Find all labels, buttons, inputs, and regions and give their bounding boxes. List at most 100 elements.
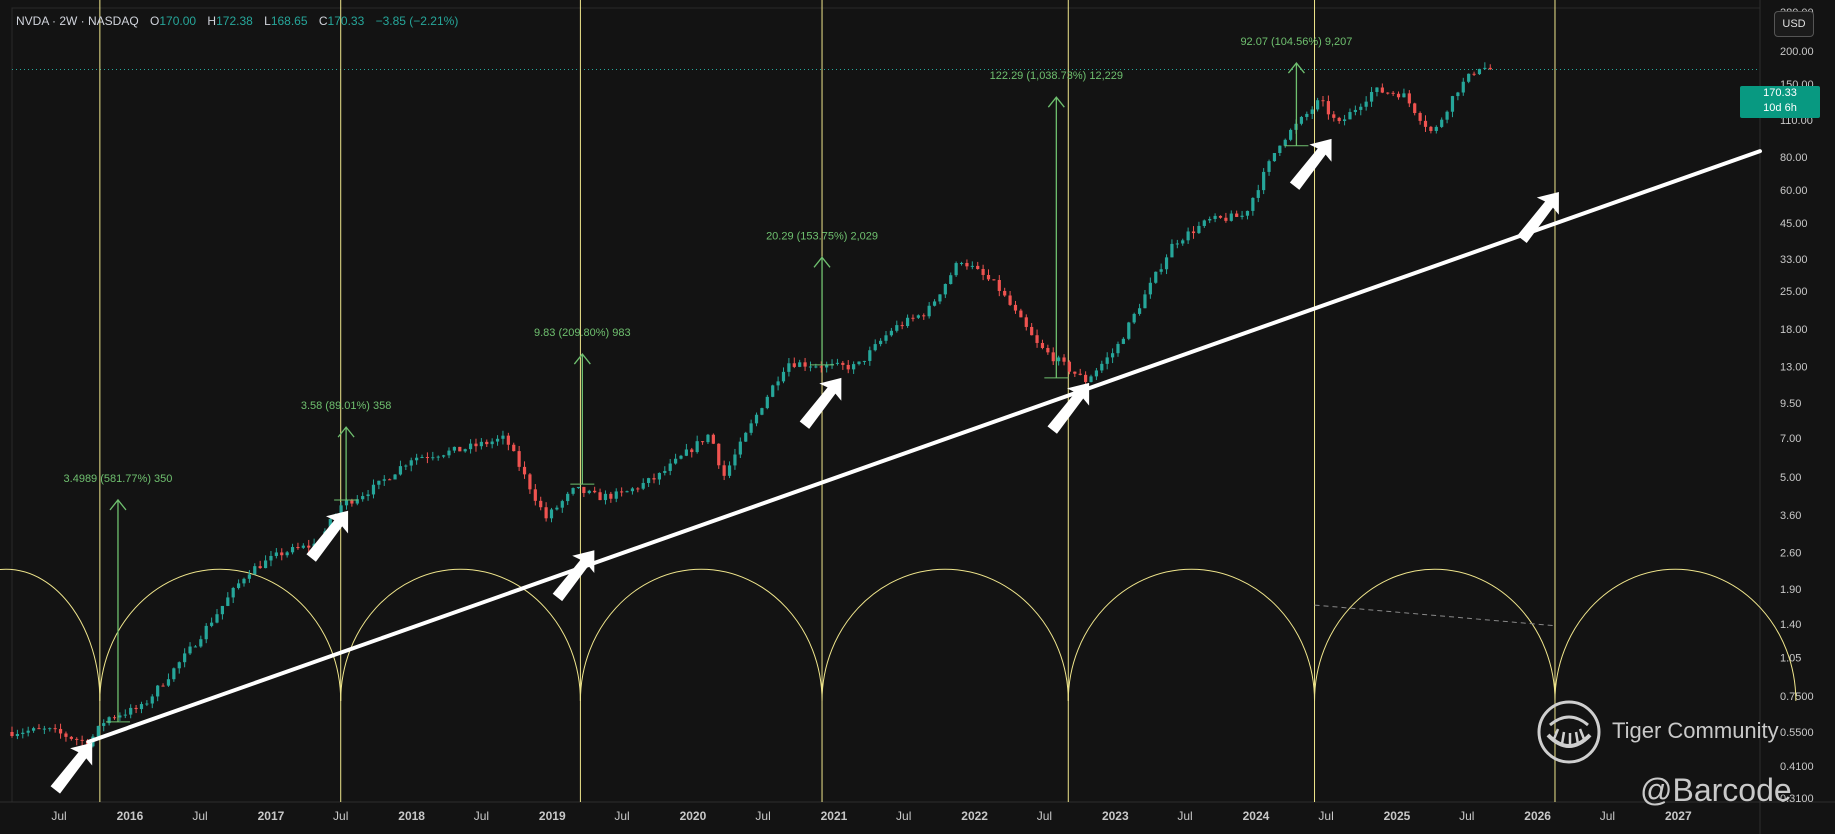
measure-arrowhead bbox=[109, 498, 127, 511]
candle-body bbox=[905, 317, 910, 327]
candle-body bbox=[1289, 129, 1293, 140]
last-price-tag: 170.33 10d 6h bbox=[1740, 86, 1820, 118]
x-tick-label: 2025 bbox=[1384, 809, 1411, 823]
candle-body bbox=[1057, 357, 1061, 362]
candle-body bbox=[582, 486, 586, 494]
x-tick-label: 2019 bbox=[539, 809, 566, 823]
pointer-arrow-shape bbox=[306, 510, 349, 562]
candle-body bbox=[1224, 217, 1228, 221]
y-tick-label: 3.60 bbox=[1780, 510, 1801, 522]
candle-body bbox=[1337, 117, 1341, 122]
y-tick-label: 200.00 bbox=[1780, 46, 1814, 58]
candle-body bbox=[603, 493, 608, 501]
candle-body bbox=[1040, 342, 1045, 348]
currency-button[interactable]: USD bbox=[1774, 11, 1814, 37]
measure-label: 9.83 (209.80%) 983 bbox=[534, 327, 631, 339]
candle-body bbox=[787, 363, 791, 372]
y-tick-label: 7.00 bbox=[1780, 433, 1801, 445]
x-tick-label: 2026 bbox=[1524, 809, 1551, 823]
cycle-arc bbox=[340, 568, 581, 701]
candle-body bbox=[997, 280, 1001, 291]
candle-body bbox=[808, 366, 813, 368]
candle-body bbox=[1240, 215, 1244, 217]
low-label: L bbox=[264, 14, 271, 28]
candle-body bbox=[96, 725, 100, 737]
candle-body bbox=[301, 545, 305, 548]
candle-body bbox=[1407, 93, 1411, 104]
candle-body bbox=[598, 492, 602, 501]
candle-body bbox=[204, 625, 208, 640]
pointer-arrow-shape bbox=[1289, 138, 1332, 190]
candle-body bbox=[1094, 370, 1099, 377]
candle-body bbox=[1386, 92, 1390, 94]
y-tick-label: 2.60 bbox=[1780, 548, 1801, 560]
candle-body bbox=[1413, 103, 1417, 114]
close-label: C bbox=[318, 14, 328, 28]
candle-body bbox=[53, 728, 57, 730]
y-tick-label: 25.00 bbox=[1780, 286, 1808, 298]
candle-body bbox=[879, 340, 883, 345]
candle-body bbox=[1256, 190, 1260, 198]
candle-body bbox=[711, 434, 715, 444]
x-tick-label: 2021 bbox=[821, 809, 848, 823]
candle-body bbox=[1127, 322, 1131, 339]
candle-body bbox=[1369, 91, 1374, 102]
candle-body bbox=[668, 463, 672, 471]
candle-body bbox=[15, 734, 19, 737]
candle-body bbox=[657, 472, 662, 480]
pointer-arrow-icon bbox=[306, 510, 349, 562]
x-tick-label: Jul bbox=[1037, 809, 1052, 823]
pointer-arrow-shape bbox=[50, 742, 93, 794]
high-value: 172.38 bbox=[216, 14, 253, 28]
candle-body bbox=[242, 578, 246, 584]
candle-body bbox=[377, 480, 381, 485]
y-tick-label: 13.00 bbox=[1780, 362, 1808, 374]
candle-body bbox=[576, 486, 581, 489]
candle-body bbox=[852, 364, 856, 370]
candle-body bbox=[226, 597, 230, 606]
symbol-label: NVDA · 2W · NASDAQ bbox=[16, 14, 139, 28]
candle-body bbox=[1154, 271, 1158, 283]
candle-body bbox=[1191, 231, 1196, 234]
candle-body bbox=[474, 443, 478, 447]
candle-body bbox=[1267, 161, 1271, 172]
candle-body bbox=[220, 605, 225, 615]
candle-body bbox=[981, 268, 985, 275]
candle-body bbox=[798, 362, 802, 367]
y-tick-label: 0.3100 bbox=[1780, 793, 1814, 805]
candle-body bbox=[1062, 357, 1066, 362]
candle-body bbox=[1235, 213, 1239, 217]
candle-body bbox=[749, 423, 753, 433]
candle-body bbox=[1121, 338, 1125, 344]
x-tick-label: Jul bbox=[333, 809, 348, 823]
candle-body bbox=[258, 566, 262, 569]
candle-body bbox=[350, 500, 354, 504]
candle-body bbox=[145, 703, 149, 705]
candle-body bbox=[253, 566, 257, 575]
candle-body bbox=[183, 653, 187, 663]
y-tick-label: 1.90 bbox=[1780, 584, 1801, 596]
candle-body bbox=[285, 552, 289, 556]
candle-body bbox=[64, 733, 68, 737]
candle-body bbox=[442, 455, 446, 457]
y-tick-label: 80.00 bbox=[1780, 152, 1808, 164]
candle-body bbox=[388, 479, 392, 481]
candle-body bbox=[506, 435, 510, 445]
cycle-arc bbox=[579, 568, 823, 701]
candle-body bbox=[431, 457, 435, 459]
candle-body bbox=[760, 408, 764, 415]
candle-body bbox=[587, 490, 591, 494]
bar-countdown: 10d 6h bbox=[1763, 102, 1797, 114]
candle-body bbox=[1186, 231, 1190, 241]
candle-body bbox=[296, 547, 300, 549]
candle-body bbox=[436, 456, 440, 458]
measure-label: 92.07 (104.56%) 9,207 bbox=[1240, 36, 1352, 48]
candle-body bbox=[161, 685, 165, 687]
candle-body bbox=[1434, 126, 1438, 131]
candle-body bbox=[684, 449, 688, 456]
candle-body bbox=[31, 728, 36, 731]
candle-body bbox=[485, 441, 489, 445]
candle-body bbox=[690, 449, 694, 453]
